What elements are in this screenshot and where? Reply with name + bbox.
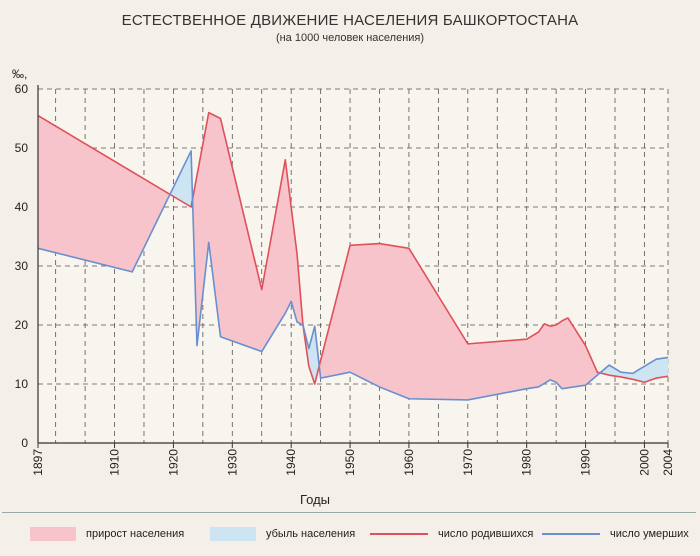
legend-item-births: число родившихся [370, 525, 533, 543]
x-tick-label: 1950 [343, 449, 357, 476]
x-tick-label: 1970 [461, 449, 475, 476]
growth-area-segment [526, 331, 539, 390]
x-tick-label: 1897 [31, 449, 45, 476]
x-tick-label: 1960 [402, 449, 416, 476]
y-tick-label: 10 [15, 377, 29, 391]
y-axis-label: ‰, [12, 67, 27, 81]
legend-label-growth: прирост населения [86, 528, 185, 540]
y-tick-label: 40 [15, 200, 29, 214]
y-tick-label: 20 [15, 318, 29, 332]
chart-subtitle: (на 1000 человек населения) [275, 32, 425, 44]
legend-swatch-growth [30, 527, 76, 541]
growth-area-segment [379, 243, 410, 400]
births-line [37, 111, 669, 385]
tick-labels: 0 10 20 30 40 50 60 1897 1910 1920 1930 1940 1950 196… [15, 82, 675, 476]
growth-area-segment [349, 243, 380, 388]
growth-area-segment [555, 320, 563, 390]
y-tick-label: 60 [15, 82, 29, 96]
chart-title: ЕСТЕСТВЕННОЕ ДВИЖЕНИЕ НАСЕЛЕНИЯ БАШКОРТО… [121, 12, 579, 29]
legend-swatch-decline [210, 527, 256, 541]
legend-label-births: число родившихся [438, 528, 534, 540]
chart-plot: 0 10 20 30 40 50 60 1897 1910 1920 1930 1940 1950 196… [12, 67, 675, 507]
growth-area-segment [544, 323, 551, 384]
y-tick-label: 0 [21, 436, 28, 450]
area-fills [37, 112, 669, 401]
x-tick-label: 1990 [579, 449, 593, 476]
legend-item-deaths: число умерших [542, 525, 689, 543]
decline-area-segment [655, 357, 669, 379]
x-tick-label: 2000 [637, 449, 651, 476]
series-lines [37, 111, 669, 401]
legend-swatch-deaths [542, 533, 600, 535]
axes [37, 85, 669, 448]
x-tick-label: 1980 [520, 449, 534, 476]
legend-swatch-births [370, 533, 428, 535]
x-tick-label: 1910 [108, 449, 122, 476]
x-axis-label: Годы [300, 492, 330, 507]
legend-label-deaths: число умерших [610, 528, 689, 540]
legend: прирост населения убыль населения число … [2, 512, 696, 553]
x-tick-label: 1930 [225, 449, 239, 476]
legend-item-decline: убыль населения [210, 525, 355, 543]
deaths-line [37, 150, 669, 401]
legend-item-growth: прирост населения [30, 525, 184, 543]
x-tick-label: 2004 [661, 449, 675, 476]
growth-area-segment [561, 317, 569, 390]
growth-area-segment [538, 322, 545, 388]
legend-label-decline: убыль населения [266, 528, 356, 540]
y-tick-label: 30 [15, 259, 29, 273]
y-tick-label: 50 [15, 141, 29, 155]
growth-area-segment [549, 324, 557, 383]
x-tick-label: 1940 [284, 449, 298, 476]
x-tick-label: 1920 [166, 449, 180, 476]
